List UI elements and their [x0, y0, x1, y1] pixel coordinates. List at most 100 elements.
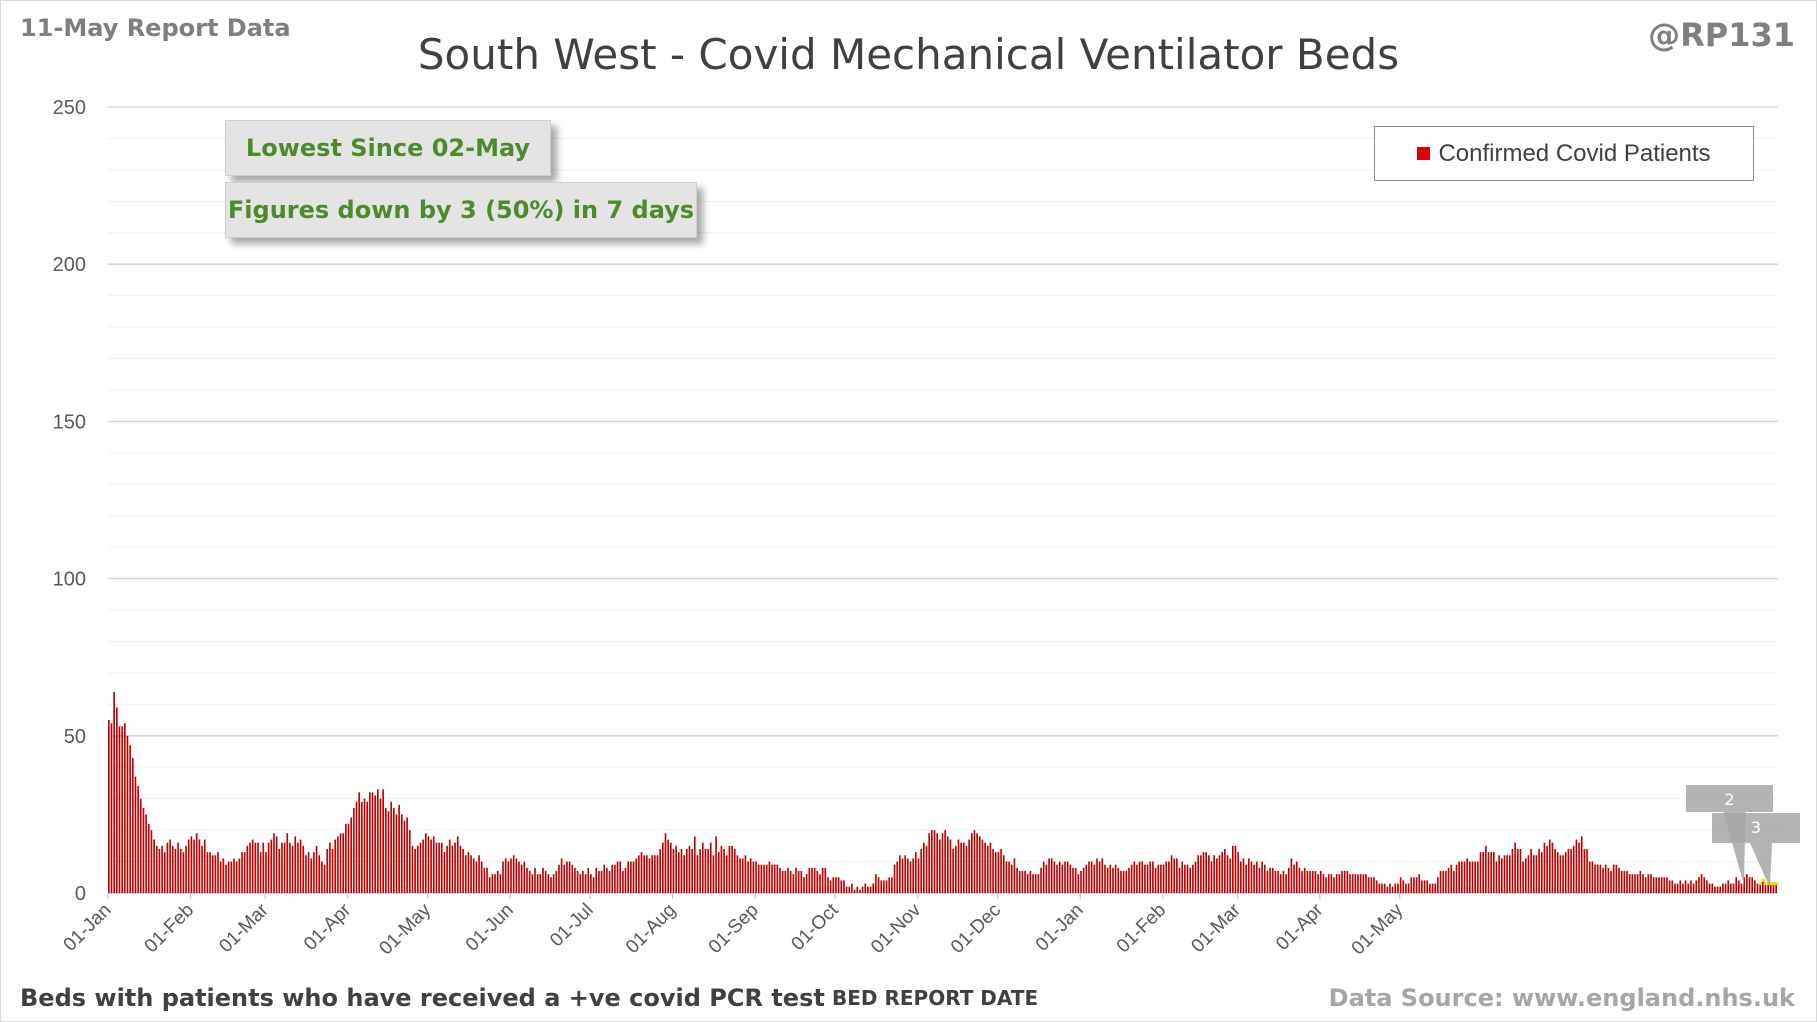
- bar: [667, 839, 669, 893]
- bar: [845, 886, 848, 893]
- x-tick-label: 01-Sep: [705, 900, 763, 958]
- bar: [126, 735, 129, 893]
- bar: [480, 861, 483, 893]
- bar: [1762, 880, 1764, 893]
- bar: [467, 852, 470, 893]
- bar: [1543, 842, 1546, 893]
- bar: [816, 870, 819, 893]
- bar: [1538, 848, 1540, 893]
- bar: [251, 839, 254, 893]
- bar: [1620, 870, 1623, 893]
- bar: [1423, 880, 1426, 893]
- bar: [121, 726, 123, 893]
- bar: [1255, 861, 1258, 893]
- bar: [1583, 848, 1586, 893]
- bar: [1168, 861, 1170, 893]
- bar: [1724, 883, 1727, 893]
- bar: [640, 852, 643, 893]
- bar: [1295, 861, 1298, 893]
- bar: [1034, 874, 1037, 893]
- bar: [1580, 836, 1583, 893]
- bar: [1125, 870, 1128, 893]
- bar: [163, 852, 166, 893]
- bar: [1192, 864, 1194, 893]
- bar: [430, 839, 432, 893]
- bar: [1746, 874, 1748, 893]
- bar: [867, 886, 869, 893]
- bar: [1253, 864, 1255, 893]
- bar: [241, 852, 243, 893]
- bar: [531, 874, 534, 893]
- bar: [1231, 845, 1234, 893]
- bar: [1730, 883, 1732, 893]
- bar: [1088, 861, 1090, 893]
- bar: [744, 855, 747, 893]
- bar: [685, 848, 688, 893]
- bar: [398, 804, 400, 893]
- bar: [827, 877, 829, 893]
- bar: [408, 830, 411, 893]
- bar: [1136, 864, 1138, 893]
- bar: [552, 874, 555, 893]
- bar: [1271, 867, 1274, 893]
- bar: [550, 877, 552, 893]
- bar: [1421, 880, 1423, 893]
- bar: [1093, 864, 1096, 893]
- bar: [1058, 861, 1061, 893]
- bar: [1415, 877, 1418, 893]
- bar: [1532, 855, 1535, 893]
- bar: [131, 757, 134, 893]
- bar: [1471, 861, 1474, 893]
- bar: [1375, 880, 1378, 893]
- bar: [406, 817, 408, 893]
- bar: [390, 801, 392, 893]
- bar: [289, 842, 291, 893]
- bar: [400, 814, 403, 893]
- bar: [1764, 883, 1767, 893]
- y-tick-label: 250: [53, 97, 86, 119]
- bar: [1032, 874, 1034, 893]
- bar: [784, 870, 787, 893]
- bar: [566, 861, 568, 893]
- bar: [1437, 877, 1439, 893]
- bar: [1647, 874, 1650, 893]
- y-tick-label: 50: [64, 726, 86, 748]
- bar: [579, 874, 582, 893]
- bar: [824, 867, 827, 893]
- bar: [773, 864, 776, 893]
- bar: [1461, 861, 1463, 893]
- bar-highlight: [1769, 882, 1774, 886]
- bar: [1181, 861, 1184, 893]
- bar: [278, 848, 281, 893]
- bar: [315, 845, 318, 893]
- bar: [1109, 864, 1112, 893]
- bar: [1362, 874, 1365, 893]
- bar: [496, 870, 499, 893]
- bar: [1495, 861, 1498, 893]
- bar: [1357, 874, 1359, 893]
- bar: [1365, 874, 1367, 893]
- x-tick-label: 01-Apr: [300, 899, 356, 955]
- bar: [1005, 861, 1008, 893]
- bar: [1130, 864, 1133, 893]
- chart-description: Beds with patients who have received a +…: [20, 984, 825, 1012]
- y-tick-label: 0: [75, 883, 86, 905]
- bar: [752, 861, 755, 893]
- bar: [1623, 870, 1626, 893]
- bar: [675, 845, 677, 893]
- bar: [1200, 855, 1202, 893]
- bar: [411, 845, 414, 893]
- bar: [1727, 880, 1730, 893]
- bar: [755, 861, 757, 893]
- bar: [1064, 861, 1066, 893]
- bar: [622, 870, 624, 893]
- bar: [547, 874, 550, 893]
- x-tick-label: 01-Mar: [1187, 899, 1245, 957]
- bar: [299, 839, 302, 893]
- bar: [1588, 861, 1591, 893]
- bar: [672, 848, 675, 893]
- bar: [1466, 858, 1469, 893]
- bar: [544, 870, 547, 893]
- bar: [1389, 883, 1391, 893]
- bar: [1418, 874, 1421, 893]
